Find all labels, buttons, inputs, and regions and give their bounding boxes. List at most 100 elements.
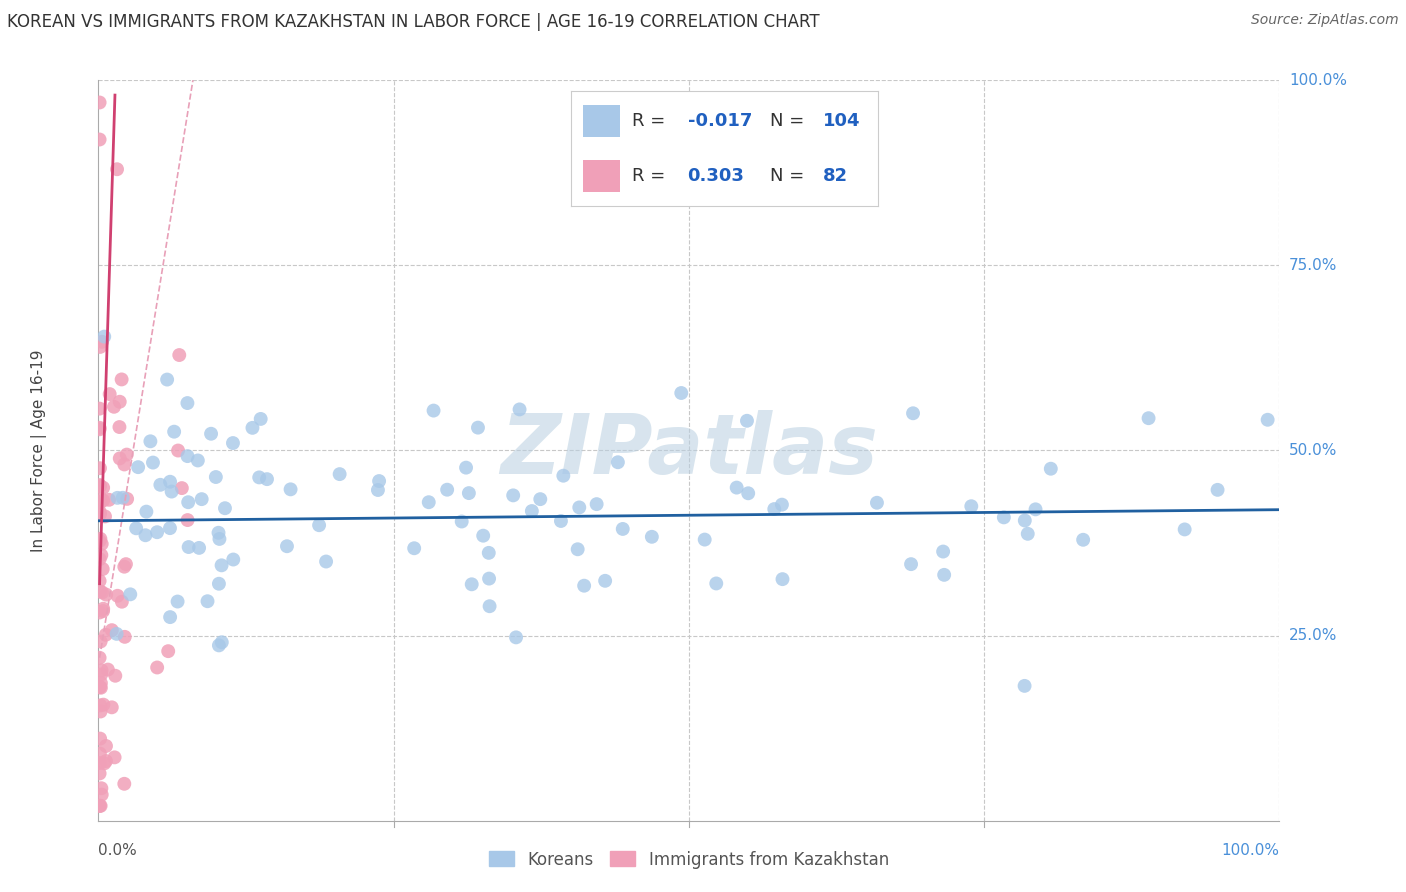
- Point: [572, 579, 595, 593]
- Point: [90, 537, 112, 551]
- Point: [146, 525, 169, 540]
- Point: [478, 599, 501, 614]
- Point: [135, 505, 157, 519]
- Point: [156, 373, 179, 387]
- Point: [159, 475, 181, 489]
- Point: [89, 798, 111, 813]
- Point: [90, 798, 112, 813]
- Point: [1014, 514, 1036, 528]
- Point: [89, 490, 111, 504]
- Point: [367, 483, 389, 497]
- Point: [422, 403, 444, 417]
- Point: [89, 650, 111, 665]
- Point: [120, 587, 142, 601]
- Point: [188, 541, 211, 555]
- Point: [104, 669, 127, 683]
- Point: [368, 474, 391, 488]
- Point: [89, 731, 111, 746]
- Point: [89, 461, 111, 475]
- Point: [505, 631, 527, 645]
- Point: [472, 529, 495, 543]
- Point: [763, 502, 786, 516]
- Point: [112, 458, 135, 472]
- Point: [478, 572, 501, 586]
- Point: [461, 577, 484, 591]
- Point: [208, 532, 231, 546]
- Point: [211, 558, 233, 573]
- Point: [612, 522, 634, 536]
- Text: Source: ZipAtlas.com: Source: ZipAtlas.com: [1251, 13, 1399, 28]
- Point: [104, 750, 127, 764]
- Point: [107, 491, 129, 505]
- Point: [256, 472, 278, 486]
- Point: [89, 766, 111, 780]
- Point: [89, 421, 111, 435]
- Text: 0.0%: 0.0%: [98, 843, 138, 858]
- Point: [105, 627, 128, 641]
- Point: [214, 501, 236, 516]
- Point: [1257, 413, 1279, 427]
- Point: [208, 576, 231, 591]
- Point: [101, 623, 124, 637]
- Point: [502, 488, 524, 502]
- Point: [142, 456, 165, 470]
- Point: [93, 329, 115, 343]
- Point: [98, 492, 121, 507]
- Point: [932, 544, 955, 558]
- Point: [89, 533, 111, 548]
- Point: [457, 486, 479, 500]
- Point: [94, 509, 117, 524]
- Point: [418, 495, 440, 509]
- Point: [280, 483, 302, 497]
- Point: [91, 604, 114, 618]
- Point: [125, 521, 148, 535]
- Point: [107, 589, 129, 603]
- Point: [93, 756, 115, 771]
- Point: [115, 491, 138, 506]
- Point: [993, 510, 1015, 524]
- Point: [177, 540, 200, 554]
- Point: [98, 387, 121, 401]
- Point: [205, 470, 228, 484]
- Point: [550, 514, 572, 528]
- Point: [89, 574, 111, 588]
- Point: [242, 421, 264, 435]
- Point: [247, 470, 270, 484]
- Point: [200, 426, 222, 441]
- Text: 100.0%: 100.0%: [1222, 843, 1279, 858]
- Point: [90, 681, 112, 695]
- Point: [1071, 533, 1094, 547]
- Point: [176, 449, 198, 463]
- Point: [90, 667, 112, 681]
- Point: [934, 567, 956, 582]
- Point: [93, 698, 115, 712]
- Point: [90, 664, 112, 678]
- Text: 75.0%: 75.0%: [1289, 258, 1337, 273]
- Point: [89, 606, 111, 620]
- Point: [1014, 679, 1036, 693]
- Point: [207, 525, 229, 540]
- Point: [529, 492, 551, 507]
- Point: [276, 539, 298, 553]
- Point: [90, 676, 112, 690]
- Point: [222, 552, 245, 566]
- Point: [89, 401, 111, 416]
- Point: [1017, 526, 1039, 541]
- Point: [190, 492, 212, 507]
- Point: [211, 635, 233, 649]
- Point: [89, 680, 111, 694]
- Point: [567, 542, 589, 557]
- Point: [91, 493, 114, 508]
- Point: [866, 496, 889, 510]
- Point: [89, 756, 111, 770]
- Point: [91, 481, 114, 495]
- Point: [89, 132, 111, 146]
- Point: [436, 483, 458, 497]
- Point: [520, 504, 543, 518]
- Point: [163, 425, 186, 439]
- Point: [467, 420, 489, 434]
- Point: [97, 663, 120, 677]
- Point: [90, 705, 112, 719]
- Point: [770, 498, 793, 512]
- Point: [166, 594, 188, 608]
